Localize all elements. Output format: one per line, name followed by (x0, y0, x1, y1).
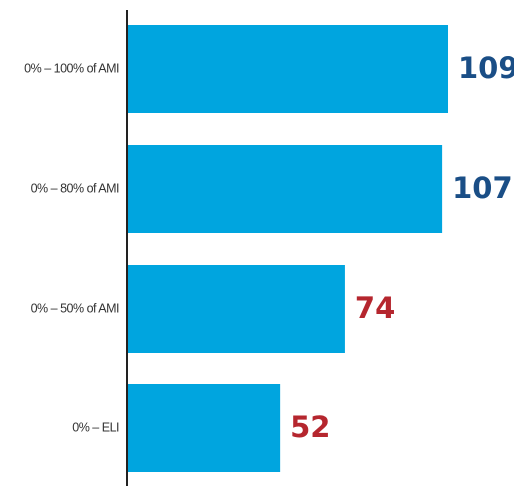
bar-1 (127, 25, 449, 113)
bar-3 (127, 265, 345, 353)
category-label-1: 0% – 100% of AMI (24, 61, 119, 75)
value-label-2: 107 (452, 171, 513, 205)
value-label-3: 74 (355, 291, 395, 325)
category-label-2: 0% – 80% of AMI (31, 181, 119, 195)
bar-2 (127, 145, 443, 233)
value-label-1: 109 (458, 51, 514, 85)
category-labels-group: 0% – 100% of AMI 0% – 80% of AMI 0% – 50% … (24, 61, 119, 434)
bar-4 (127, 384, 281, 472)
value-label-4: 52 (290, 410, 330, 444)
category-label-3: 0% – 50% of AMI (31, 301, 119, 315)
bars-group (127, 25, 449, 472)
value-labels-group: 109 107 74 52 (290, 51, 514, 444)
category-label-4: 0% – ELI (72, 420, 119, 434)
